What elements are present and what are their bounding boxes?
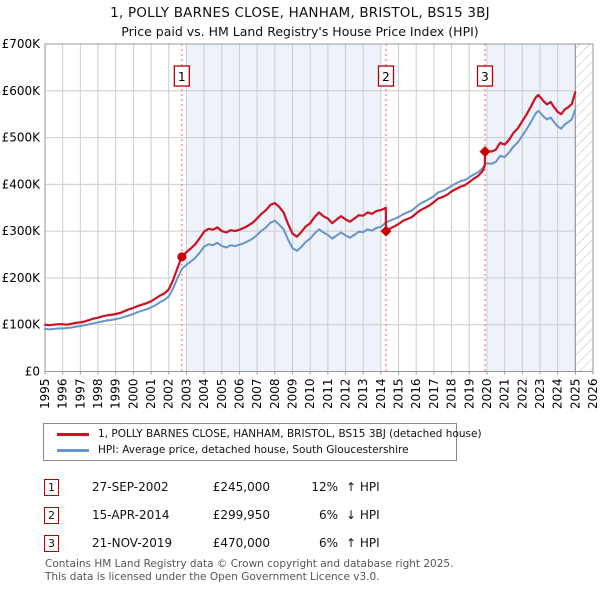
svg-text:2000: 2000 (126, 379, 140, 410)
svg-text:2018: 2018 (445, 379, 459, 410)
legend-swatch-blue-line (57, 448, 89, 452)
transaction-row: 3 21-NOV-2019 £470,000 6% ↑ HPI (0, 535, 600, 555)
svg-text:2016: 2016 (409, 379, 423, 410)
sale-marker (177, 252, 187, 262)
sale-markers (177, 146, 491, 262)
legend-label-hpi: HPI: Average price, detached house, Sout… (98, 444, 409, 456)
svg-text:2008: 2008 (268, 379, 282, 410)
axis-labels: £0 £100K £200K £300K £400K £500K £600K £700K 199… (2, 37, 600, 409)
price-chart: £0 £100K £200K £300K £400K £500K £600K £700K 199… (2, 37, 600, 409)
sale-number-box (173, 65, 190, 87)
price-paid-line (43, 91, 577, 327)
svg-text:2013: 2013 (356, 379, 370, 410)
sale-number-boxes: 1 2 3 (173, 65, 494, 87)
svg-text:2010: 2010 (303, 379, 317, 410)
page-subtitle: Price paid vs. HM Land Registry's House … (121, 24, 479, 39)
svg-text:2025: 2025 (568, 379, 582, 410)
svg-text:2020: 2020 (480, 379, 494, 410)
gridlines (45, 44, 593, 372)
license-footer: Contains HM Land Registry data © Crown c… (45, 558, 453, 583)
svg-text:2004: 2004 (197, 379, 211, 410)
sale-marker (380, 225, 392, 237)
transaction-row: 1 27-SEP-2002 £245,000 12% ↑ HPI (0, 479, 600, 499)
data-series (43, 91, 577, 331)
svg-text:1995: 1995 (38, 379, 52, 410)
svg-text:£400K: £400K (2, 177, 42, 191)
sale-number-box (476, 65, 494, 87)
svg-text:2015: 2015 (392, 379, 406, 410)
svg-text:£600K: £600K (2, 84, 42, 98)
svg-text:2022: 2022 (515, 379, 529, 410)
transaction-number-badge: 1 (44, 479, 59, 496)
svg-text:1997: 1997 (73, 379, 87, 410)
transaction-date: 27-SEP-2002 (92, 480, 169, 494)
svg-text:£700K: £700K (2, 37, 42, 51)
transaction-price: £245,000 (212, 480, 270, 494)
svg-text:1998: 1998 (91, 379, 105, 410)
plot-border (44, 43, 594, 372)
svg-text:2001: 2001 (144, 379, 158, 410)
transaction-price: £470,000 (212, 536, 270, 550)
hpi-line (44, 108, 577, 331)
page-title: 1, POLLY BARNES CLOSE, HANHAM, BRISTOL, … (110, 5, 490, 21)
transaction-price: £299,950 (212, 508, 270, 522)
sale-number-box (377, 65, 395, 87)
svg-text:2011: 2011 (321, 379, 335, 410)
svg-text:2017: 2017 (427, 379, 441, 410)
svg-text:2021: 2021 (498, 379, 512, 410)
transaction-row: 2 15-APR-2014 £299,950 6% ↓ HPI (0, 507, 600, 527)
transaction-hpi-delta: ↑ HPI (346, 536, 380, 550)
svg-text:2003: 2003 (179, 379, 193, 410)
svg-text:2007: 2007 (250, 379, 264, 410)
transaction-hpi-percent: 6% (318, 536, 338, 550)
transaction-hpi-percent: 6% (318, 508, 338, 522)
svg-text:£500K: £500K (2, 131, 42, 145)
svg-text:2002: 2002 (162, 379, 176, 410)
svg-text:2009: 2009 (285, 379, 299, 410)
svg-text:£300K: £300K (2, 224, 42, 238)
svg-text:2006: 2006 (232, 379, 246, 410)
transaction-hpi-delta: ↓ HPI (346, 508, 380, 522)
transaction-date: 15-APR-2014 (92, 508, 170, 522)
legend-label-price-paid: 1, POLLY BARNES CLOSE, HANHAM, BRISTOL, … (98, 428, 482, 440)
legend-swatch-red-line (57, 432, 89, 436)
transaction-hpi-percent: 12% (311, 480, 338, 494)
svg-text:2024: 2024 (551, 379, 565, 410)
svg-text:2014: 2014 (374, 379, 388, 410)
transaction-number-badge: 2 (44, 507, 59, 524)
transaction-date: 21-NOV-2019 (92, 536, 173, 550)
legend-item-price-paid: 1, POLLY BARNES CLOSE, HANHAM, BRISTOL, … (44, 428, 482, 440)
svg-text:2: 2 (382, 70, 390, 84)
transaction-hpi-delta: ↑ HPI (346, 480, 380, 494)
svg-text:2005: 2005 (215, 379, 229, 410)
sale-marker (479, 146, 491, 158)
future-hatch-region (574, 44, 593, 372)
transaction-number-badge: 3 (44, 535, 59, 552)
svg-text:1996: 1996 (56, 379, 70, 410)
svg-text:£100K: £100K (2, 318, 42, 332)
svg-text:£0: £0 (25, 365, 40, 379)
svg-text:£200K: £200K (2, 271, 42, 285)
legend-box: 1, POLLY BARNES CLOSE, HANHAM, BRISTOL, … (43, 423, 482, 461)
legend-item-hpi: HPI: Average price, detached house, Sout… (44, 444, 456, 456)
svg-text:2012: 2012 (339, 379, 353, 410)
svg-text:2026: 2026 (586, 379, 600, 410)
svg-text:1: 1 (178, 70, 186, 84)
footer-line: This data is licensed under the Open Gov… (45, 570, 380, 583)
svg-text:2023: 2023 (533, 379, 547, 410)
svg-text:1999: 1999 (109, 379, 123, 410)
svg-text:2019: 2019 (462, 379, 476, 410)
footer-line: Contains HM Land Registry data © Crown c… (45, 558, 454, 570)
svg-text:3: 3 (481, 70, 489, 84)
ownership-bands (186, 44, 576, 372)
